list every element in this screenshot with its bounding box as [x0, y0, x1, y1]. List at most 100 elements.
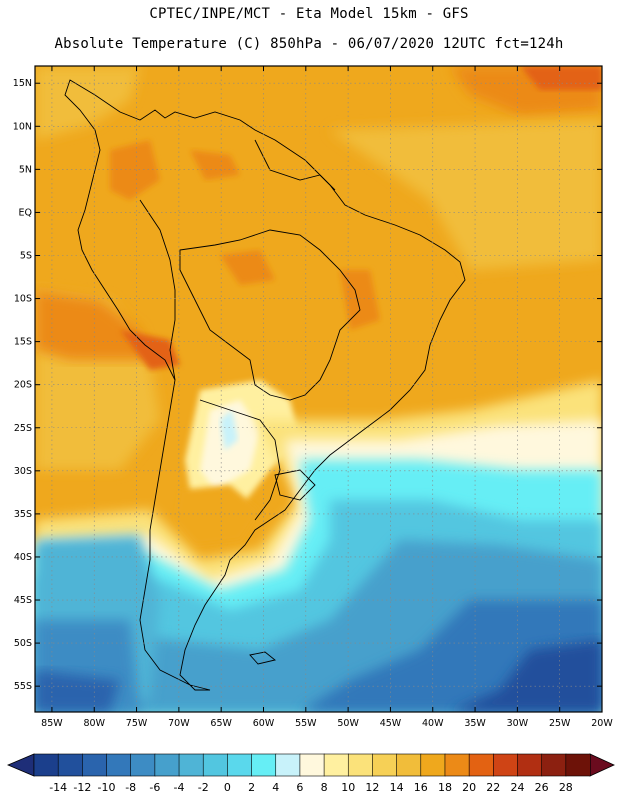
- lon-tick-label: 85W: [41, 718, 63, 729]
- border-guianas: [254, 139, 336, 191]
- colorbar-label: -8: [125, 781, 136, 794]
- colorbar-swatch: [323, 753, 349, 777]
- graticule: [35, 66, 603, 712]
- longitude-axis: 85W 80W 75W 70W 65W 60W 55W 50W 45W 40W 35W 30W 25W 2…: [41, 66, 613, 729]
- colorbar-swatch: [565, 753, 591, 777]
- lat-tick-label: 5S: [20, 250, 32, 261]
- falklands: [249, 651, 277, 665]
- field-patagonia-warm: [175, 485, 260, 545]
- field-south-4: [220, 410, 238, 450]
- colorbar-label: 4: [272, 781, 279, 794]
- colorbar-swatch: [57, 753, 83, 777]
- lat-tick-label: 25S: [14, 423, 32, 434]
- lon-tick-label: 55W: [295, 718, 317, 729]
- lat-tick-label: 5N: [19, 164, 32, 175]
- colorbar-swatch: [444, 753, 470, 777]
- map-frame: [34, 65, 603, 713]
- colorbar-label: 26: [535, 781, 549, 794]
- border-argentina: [199, 399, 281, 521]
- field-andes-north: [110, 140, 160, 200]
- colorbar-label: 22: [486, 781, 500, 794]
- lat-tick-label: 15N: [13, 78, 32, 89]
- colorbar-swatch: [82, 753, 108, 777]
- colorbar-label: 8: [321, 781, 328, 794]
- colorbar: -14 -12 -10 -8 -6 -4 -2 0 2 4 6 8 10 12 14 16 18 20 22 24 26…: [6, 753, 615, 794]
- colorbar-swatch: [202, 753, 228, 777]
- lat-tick-label: 15S: [14, 337, 32, 348]
- colorbar-label: -14: [49, 781, 67, 794]
- lon-tick-label: 20W: [591, 718, 613, 729]
- lat-tick-label: 10S: [14, 294, 32, 305]
- colorbar-label: 12: [365, 781, 379, 794]
- lon-tick-label: 60W: [253, 718, 275, 729]
- colorbar-label: 14: [390, 781, 404, 794]
- chart-title-line-2: Absolute Temperature (C) 850hPa - 06/07/…: [54, 36, 564, 52]
- colorbar-label: -12: [73, 781, 91, 794]
- lat-tick-label: EQ: [19, 207, 32, 218]
- lat-tick-label: 30S: [14, 466, 32, 477]
- coastlines: [64, 79, 466, 691]
- field-pacific-20: [35, 290, 150, 360]
- colorbar-swatch: [106, 753, 132, 777]
- colorbar-label: 28: [559, 781, 573, 794]
- lat-tick-label: 10N: [13, 121, 32, 132]
- border-uruguay: [274, 469, 316, 501]
- lat-tick-label: 50S: [14, 638, 32, 649]
- colorbar-label: -4: [174, 781, 185, 794]
- colorbar-over-arrow: [589, 753, 615, 777]
- lon-tick-label: 45W: [380, 718, 402, 729]
- latitude-axis: 15N 10N 5N EQ 5S 10S 15S 20S 25S 30S 35S 40S 45S 50S 5…: [13, 78, 602, 692]
- colorbar-swatch: [372, 753, 398, 777]
- chart-title-line-1: CPTEC/INPE/MCT - Eta Model 15km - GFS: [149, 6, 469, 22]
- border-andes: [139, 199, 176, 381]
- colorbar-label: 0: [224, 781, 231, 794]
- temperature-field: [35, 66, 602, 712]
- colorbar-label: 20: [462, 781, 476, 794]
- continent-outline: [64, 79, 466, 691]
- colorbar-label: 24: [510, 781, 524, 794]
- lon-tick-label: 25W: [549, 718, 571, 729]
- lon-tick-label: 70W: [168, 718, 190, 729]
- lat-tick-label: 20S: [14, 380, 32, 391]
- field-atlantic-14: [330, 120, 602, 270]
- lon-tick-label: 65W: [210, 718, 232, 729]
- colorbar-label: -10: [98, 781, 116, 794]
- colorbar-under-arrow: [6, 753, 35, 777]
- colorbar-swatch: [493, 753, 519, 777]
- lon-tick-label: 30W: [507, 718, 529, 729]
- field-north-pacific: [35, 66, 140, 140]
- lon-tick-label: 40W: [422, 718, 444, 729]
- colorbar-swatch: [251, 753, 277, 777]
- lat-tick-label: 40S: [14, 552, 32, 563]
- colorbar-swatch: [275, 753, 301, 777]
- colorbar-swatch: [420, 753, 446, 777]
- colorbar-swatch: [299, 753, 325, 777]
- lon-tick-label: 80W: [83, 718, 105, 729]
- colorbar-swatch: [227, 753, 253, 777]
- field-south-atlantic-m12: [450, 640, 602, 712]
- colorbar-label: 10: [341, 781, 355, 794]
- colorbar-label: 16: [414, 781, 428, 794]
- lat-tick-label: 45S: [14, 595, 32, 606]
- colorbar-label: -2: [198, 781, 209, 794]
- colorbar-swatch: [33, 753, 59, 777]
- colorbar-swatch: [347, 753, 374, 777]
- lon-tick-label: 35W: [464, 718, 486, 729]
- border-brazil: [179, 229, 361, 401]
- field-venezuela: [190, 150, 240, 180]
- colorbar-swatch: [396, 753, 422, 777]
- colorbar-swatch: [178, 753, 204, 777]
- colorbar-swatch: [517, 753, 543, 777]
- colorbar-label: 2: [248, 781, 255, 794]
- lon-tick-label: 50W: [337, 718, 359, 729]
- colorbar-swatch: [130, 753, 156, 777]
- field-south-pacific-m10: [35, 670, 120, 712]
- colorbar-label: -6: [149, 781, 160, 794]
- colorbar-label: 6: [296, 781, 303, 794]
- colorbar-swatch: [541, 753, 567, 777]
- lon-tick-label: 75W: [126, 718, 148, 729]
- colorbar-swatch: [468, 753, 494, 777]
- colorbar-label: 18: [438, 781, 452, 794]
- field-brazil-east: [340, 270, 380, 330]
